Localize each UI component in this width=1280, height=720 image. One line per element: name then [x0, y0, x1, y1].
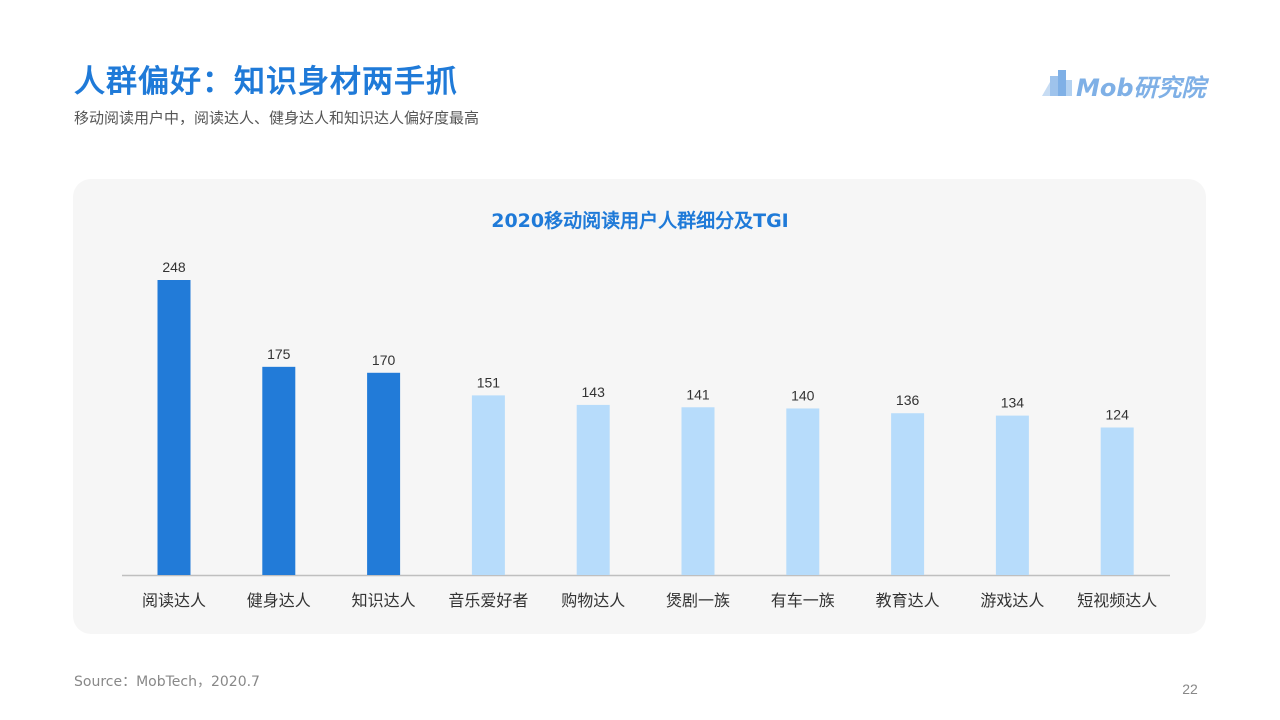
- mob-logo: Mob研究院: [1040, 62, 1210, 102]
- data-label: 248: [162, 259, 186, 275]
- bar: [367, 372, 401, 575]
- data-label: 134: [1001, 395, 1025, 411]
- data-label: 140: [791, 387, 815, 403]
- page-title: 人群偏好：知识身材两手抓: [74, 64, 458, 100]
- bar: [576, 404, 610, 575]
- x-tick-label: 健身达人: [247, 591, 311, 610]
- x-tick-label: 游戏达人: [980, 591, 1044, 610]
- page-number: 22: [1182, 681, 1198, 697]
- x-tick-label: 购物达人: [561, 591, 625, 610]
- data-label: 143: [582, 384, 606, 400]
- logo-text: Mob研究院: [1076, 74, 1206, 102]
- data-label: 124: [1106, 407, 1130, 423]
- data-label: 170: [372, 352, 396, 368]
- data-label: 141: [686, 386, 710, 402]
- bar: [471, 395, 505, 575]
- chart-title: 2020移动阅读用户人群细分及TGI: [491, 210, 789, 232]
- x-tick-label: 阅读达人: [142, 591, 206, 610]
- x-tick-label: 知识达人: [352, 591, 416, 610]
- page-subtitle: 移动阅读用户中，阅读达人、健身达人和知识达人偏好度最高: [74, 109, 480, 127]
- bar: [262, 366, 296, 575]
- building-bars-icon: [1042, 70, 1072, 96]
- x-tick-label: 教育达人: [876, 591, 940, 610]
- data-label: 136: [896, 392, 920, 408]
- data-label: 151: [477, 374, 501, 390]
- x-tick-label: 煲剧一族: [666, 591, 730, 610]
- bar: [995, 415, 1029, 575]
- bar: [681, 407, 715, 575]
- data-label: 175: [267, 346, 291, 362]
- source-note: Source：MobTech，2020.7: [74, 674, 260, 690]
- x-tick-label: 音乐爱好者: [448, 591, 528, 610]
- bar: [786, 408, 820, 575]
- bar: [157, 280, 191, 575]
- x-tick-label: 有车一族: [771, 591, 835, 610]
- x-tick-label: 短视频达人: [1077, 591, 1157, 610]
- bar: [891, 413, 925, 575]
- bar: [1100, 427, 1134, 575]
